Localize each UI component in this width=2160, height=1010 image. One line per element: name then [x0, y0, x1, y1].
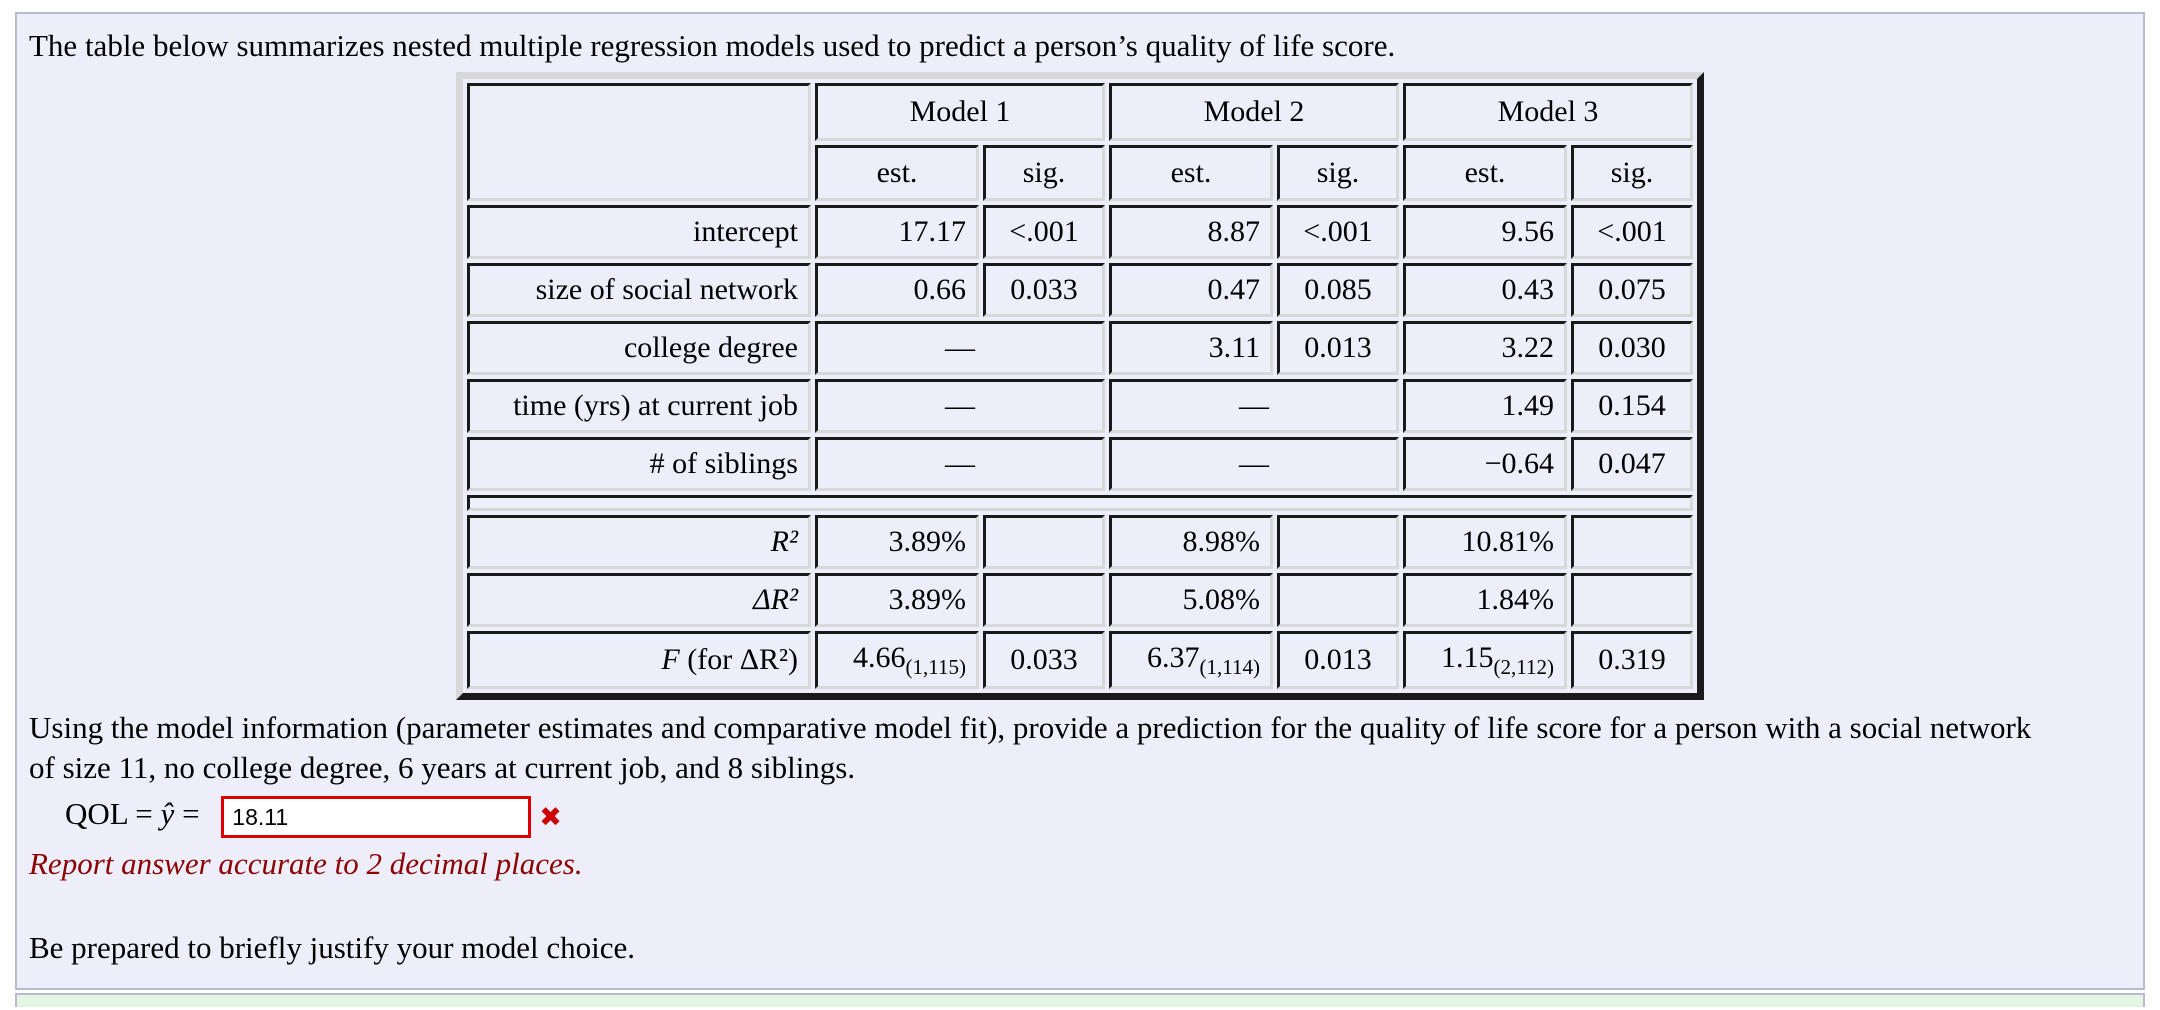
question-line-2: of size 11, no college degree, 6 years a… [29, 750, 856, 785]
row-siblings: # of siblings — — −0.64 0.047 [467, 437, 1693, 491]
footer-note: Be prepared to briefly justify your mode… [29, 930, 636, 965]
f-m1-df: (1,115) [905, 654, 966, 679]
cell-college-m3-est: 3.22 [1403, 321, 1567, 375]
cell-intercept-m2-est: 8.87 [1109, 205, 1273, 259]
cell-college-m3-sig: 0.030 [1571, 321, 1693, 375]
header-m1-est: est. [815, 145, 979, 201]
qol-answer-input[interactable] [221, 796, 532, 838]
f-label-rest: (for ΔR²) [679, 643, 798, 676]
accuracy-hint: Report answer accurate to 2 decimal plac… [29, 846, 583, 881]
qol-label: QOL = [65, 796, 161, 832]
row-intercept: intercept 17.17 <.001 8.87 <.001 9.56 <.… [467, 205, 1693, 259]
cell-network-m2-est: 0.47 [1109, 263, 1273, 317]
cell-f-m2-est: 6.37(1,114) [1109, 631, 1273, 689]
header-model-2: Model 2 [1109, 83, 1399, 141]
cell-college-m1-dash: — [815, 321, 1105, 375]
cell-f-m1-est: 4.66(1,115) [815, 631, 979, 689]
cell-college-m2-est: 3.11 [1109, 321, 1273, 375]
row-college-degree: college degree — 3.11 0.013 3.22 0.030 [467, 321, 1693, 375]
cell-r2-m1-sig [983, 515, 1105, 569]
header-m2-est: est. [1109, 145, 1273, 201]
cell-network-m2-sig: 0.085 [1277, 263, 1399, 317]
question-line-1: Using the model information (parameter e… [29, 710, 2032, 745]
header-model-3: Model 3 [1403, 83, 1693, 141]
spacer-row [467, 495, 1693, 511]
f-symbol: F [661, 643, 680, 676]
f-m1-value: 4.66 [853, 640, 906, 674]
cell-college-m2-sig: 0.013 [1277, 321, 1399, 375]
answer-line: QOL = ŷ = ✖ [65, 796, 2131, 838]
cell-f-m1-sig: 0.033 [983, 631, 1105, 689]
cell-siblings-m3-sig: 0.047 [1571, 437, 1693, 491]
cell-job-m3-est: 1.49 [1403, 379, 1567, 433]
equals-sign: = [174, 796, 208, 832]
cell-siblings-m1-dash: — [815, 437, 1105, 491]
cell-r2-m2-est: 8.98% [1109, 515, 1273, 569]
cell-intercept-m1-est: 17.17 [815, 205, 979, 259]
cell-siblings-m3-est: −0.64 [1403, 437, 1567, 491]
row-current-job: time (yrs) at current job — — 1.49 0.154 [467, 379, 1693, 433]
cell-siblings-m2-dash: — [1109, 437, 1399, 491]
cell-network-m3-est: 0.43 [1403, 263, 1567, 317]
cell-network-m3-sig: 0.075 [1571, 263, 1693, 317]
spacer-cell [467, 495, 1693, 511]
cell-f-m3-sig: 0.319 [1571, 631, 1693, 689]
cell-job-m3-sig: 0.154 [1571, 379, 1693, 433]
cell-r2-m1-est: 3.89% [815, 515, 979, 569]
header-m1-sig: sig. [983, 145, 1105, 201]
label-r-squared: R² [467, 515, 811, 569]
header-m3-sig: sig. [1571, 145, 1693, 201]
label-current-job: time (yrs) at current job [467, 379, 811, 433]
cell-r2-m2-sig [1277, 515, 1399, 569]
cell-job-m1-dash: — [815, 379, 1105, 433]
f-m2-df: (1,114) [1199, 654, 1260, 679]
cell-intercept-m2-sig: <.001 [1277, 205, 1399, 259]
header-m3-est: est. [1403, 145, 1567, 201]
label-social-network: size of social network [467, 263, 811, 317]
next-section-strip [15, 993, 2145, 1007]
row-r-squared: R² 3.89% 8.98% 10.81% [467, 515, 1693, 569]
f-m2-value: 6.37 [1147, 640, 1200, 674]
cell-r2-m3-sig [1571, 515, 1693, 569]
cell-f-m2-sig: 0.013 [1277, 631, 1399, 689]
cell-r2-m3-est: 10.81% [1403, 515, 1567, 569]
r-squared-symbol: R² [770, 525, 798, 558]
row-delta-r-squared: ΔR² 3.89% 5.08% 1.84% [467, 573, 1693, 627]
cell-dr2-m2-est: 5.08% [1109, 573, 1273, 627]
cell-intercept-m3-sig: <.001 [1571, 205, 1693, 259]
label-siblings: # of siblings [467, 437, 811, 491]
regression-models-table: Model 1 Model 2 Model 3 est. sig. est. s… [456, 72, 1704, 700]
cell-dr2-m1-est: 3.89% [815, 573, 979, 627]
f-m3-value: 1.15 [1441, 640, 1494, 674]
cell-intercept-m1-sig: <.001 [983, 205, 1105, 259]
cell-network-m1-sig: 0.033 [983, 263, 1105, 317]
header-model-1: Model 1 [815, 83, 1105, 141]
cell-job-m2-dash: — [1109, 379, 1399, 433]
corner-cell [467, 83, 811, 201]
cell-network-m1-est: 0.66 [815, 263, 979, 317]
row-f-statistic: F (for ΔR²) 4.66(1,115) 0.033 6.37(1,114… [467, 631, 1693, 689]
cell-dr2-m3-est: 1.84% [1403, 573, 1567, 627]
row-social-network: size of social network 0.66 0.033 0.47 0… [467, 263, 1693, 317]
incorrect-x-icon: ✖ [539, 801, 562, 833]
f-m3-df: (2,112) [1493, 654, 1554, 679]
header-row-est-sig: est. sig. est. sig. est. sig. [467, 145, 1693, 201]
cell-intercept-m3-est: 9.56 [1403, 205, 1567, 259]
label-delta-r-squared: ΔR² [467, 573, 811, 627]
label-intercept: intercept [467, 205, 811, 259]
question-text: Using the model information (parameter e… [29, 708, 2131, 788]
problem-panel: The table below summarizes nested multip… [15, 12, 2145, 990]
cell-dr2-m2-sig [1277, 573, 1399, 627]
label-college-degree: college degree [467, 321, 811, 375]
delta-r-squared-symbol: ΔR² [753, 583, 798, 616]
header-m2-sig: sig. [1277, 145, 1399, 201]
cell-dr2-m1-sig [983, 573, 1105, 627]
cell-f-m3-est: 1.15(2,112) [1403, 631, 1567, 689]
header-row-models: Model 1 Model 2 Model 3 [467, 83, 1693, 201]
label-f-statistic: F (for ΔR²) [467, 631, 811, 689]
y-hat-symbol: ŷ [160, 796, 175, 832]
intro-text: The table below summarizes nested multip… [29, 28, 1396, 63]
cell-dr2-m3-sig [1571, 573, 1693, 627]
